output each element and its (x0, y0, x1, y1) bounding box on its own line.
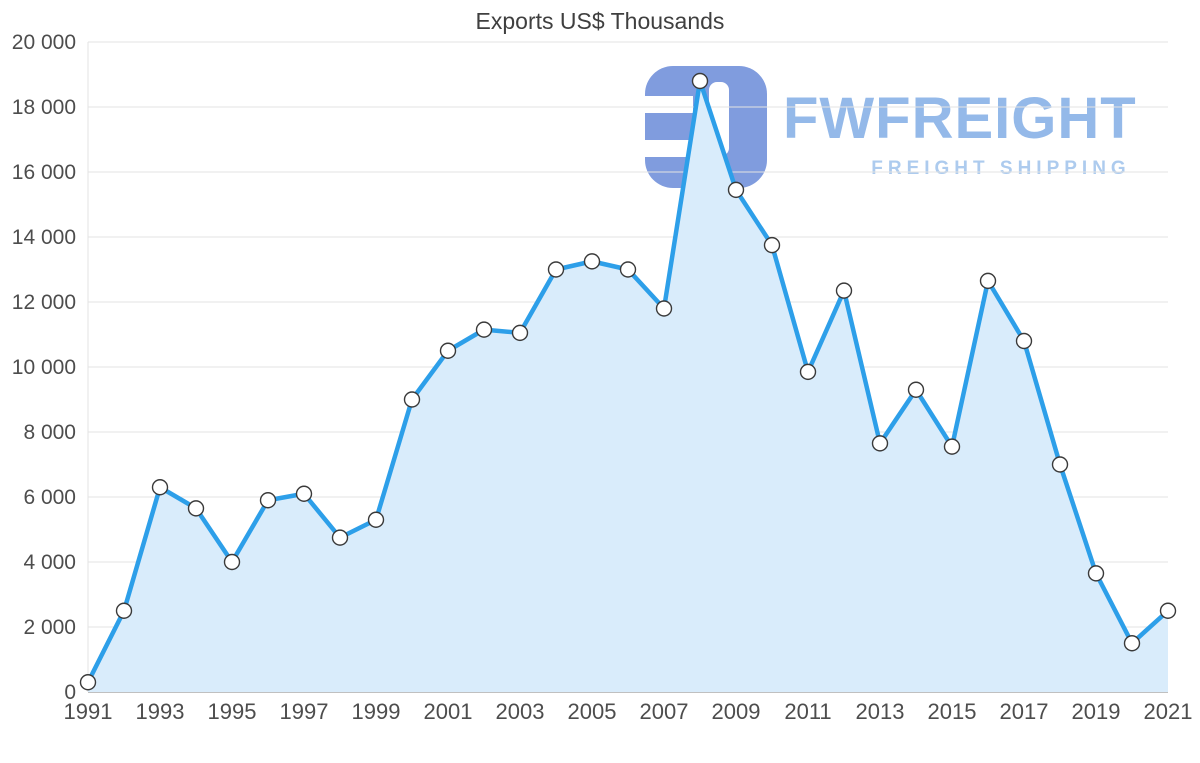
data-point-marker (1123, 635, 1141, 652)
data-point-marker (547, 261, 565, 278)
y-tick-label: 12 000 (12, 291, 76, 314)
watermark: FWFREIGHT FREIGHT SHIPPING (645, 66, 1137, 188)
x-tick-label: 1999 (352, 699, 401, 724)
data-point-marker (403, 391, 421, 408)
x-tick-label: 2017 (1000, 699, 1049, 724)
y-tick-label: 20 000 (12, 31, 76, 54)
data-point-marker (871, 435, 889, 452)
x-tick-label: 2007 (640, 699, 689, 724)
y-tick-label: 16 000 (12, 161, 76, 184)
data-point-marker (1159, 602, 1177, 619)
data-point-marker (691, 72, 709, 90)
x-tick-label: 2013 (856, 699, 905, 724)
data-point-marker (979, 272, 997, 290)
y-tick-label: 8 000 (23, 421, 76, 444)
y-tick-label: 2 000 (23, 616, 76, 639)
data-point-marker (511, 324, 529, 342)
x-tick-label: 2011 (784, 699, 831, 724)
x-tick-label: 2015 (928, 699, 977, 724)
data-point-marker (1087, 565, 1105, 582)
y-tick-label: 10 000 (12, 356, 76, 379)
data-point-marker (907, 381, 925, 398)
series-area-fill (88, 81, 1168, 692)
data-point-marker (331, 529, 349, 546)
data-point-marker (1051, 456, 1069, 473)
y-tick-label: 6 000 (23, 486, 76, 509)
watermark-tagline: FREIGHT SHIPPING (871, 158, 1131, 179)
data-point-marker (79, 674, 97, 691)
data-point-marker (439, 342, 457, 359)
x-tick-label: 2001 (424, 699, 473, 724)
y-tick-label: 0 (64, 681, 76, 704)
data-point-marker (799, 363, 817, 381)
data-point-marker (655, 300, 673, 317)
data-point-marker (115, 602, 133, 619)
x-tick-label: 1991 (64, 699, 113, 724)
x-tick-label: 2019 (1072, 699, 1121, 724)
data-point-marker (151, 479, 169, 496)
data-point-marker (187, 500, 205, 517)
x-tick-label: 2003 (496, 699, 545, 724)
data-point-marker (295, 485, 313, 502)
y-tick-label: 18 000 (12, 96, 76, 119)
data-point-marker (763, 236, 781, 254)
watermark-text: FWFREIGHT FREIGHT SHIPPING (783, 66, 1137, 180)
watermark-brand: FWFREIGHT (783, 86, 1137, 151)
x-tick-label: 2005 (568, 699, 617, 724)
x-tick-label: 2009 (712, 699, 761, 724)
x-tick-label: 2021 (1144, 699, 1193, 724)
data-point-marker (619, 261, 637, 278)
data-point-marker (583, 253, 601, 270)
data-point-marker (835, 282, 853, 299)
data-point-marker (1015, 332, 1033, 350)
data-point-marker (259, 492, 277, 509)
y-tick-label: 14 000 (12, 226, 76, 249)
data-point-marker (727, 181, 745, 199)
data-point-marker (475, 321, 493, 338)
data-point-marker (943, 438, 961, 455)
chart-title: Exports US$ Thousands (475, 8, 725, 34)
x-tick-label: 1995 (208, 699, 257, 724)
x-tick-label: 1997 (280, 699, 329, 724)
data-point-marker (223, 553, 241, 571)
x-tick-label: 1993 (136, 699, 185, 724)
y-tick-label: 4 000 (23, 551, 76, 574)
data-point-marker (367, 511, 385, 528)
